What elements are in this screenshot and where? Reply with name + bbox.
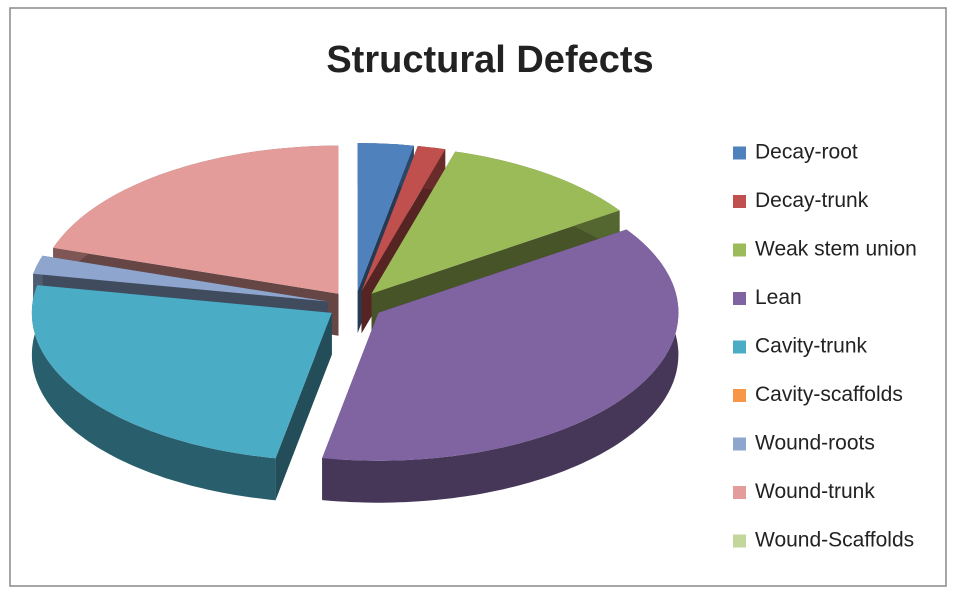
- legend-label: Weak stem union: [755, 238, 917, 261]
- slice-top: [361, 146, 446, 292]
- legend-label: Wound-trunk: [755, 480, 875, 503]
- legend-label: Cavity-trunk: [755, 335, 868, 358]
- legend-label: Wound-roots: [755, 432, 875, 455]
- legend-swatch: [733, 195, 746, 208]
- slice-side: [322, 229, 679, 503]
- legend-swatch: [733, 340, 746, 354]
- slice-wall: [275, 312, 332, 501]
- chart-title: Structural Defects: [326, 39, 653, 81]
- legend-label: Decay-trunk: [755, 189, 869, 212]
- slice-top: [322, 229, 679, 461]
- slice-top: [371, 151, 620, 294]
- slice-top: [53, 145, 339, 294]
- legend-swatch: [733, 486, 746, 499]
- legend-label: Decay-root: [755, 141, 858, 164]
- slice-top: [31, 285, 332, 459]
- slice: [31, 285, 332, 501]
- legend-swatch: [733, 292, 746, 305]
- slice-top: [33, 255, 328, 302]
- legend-swatch: [733, 389, 746, 402]
- legend-swatch: [733, 243, 746, 257]
- legend-swatch: [733, 146, 746, 160]
- legend-label: Wound-Scaffolds: [755, 529, 914, 552]
- slice-top: [357, 143, 414, 292]
- legend-label: Lean: [755, 286, 802, 309]
- slice-side: [31, 285, 276, 501]
- legend-label: Cavity-scaffolds: [755, 383, 903, 406]
- legend-swatch: [733, 534, 746, 548]
- legend-swatch: [733, 437, 746, 451]
- slice: [322, 229, 679, 503]
